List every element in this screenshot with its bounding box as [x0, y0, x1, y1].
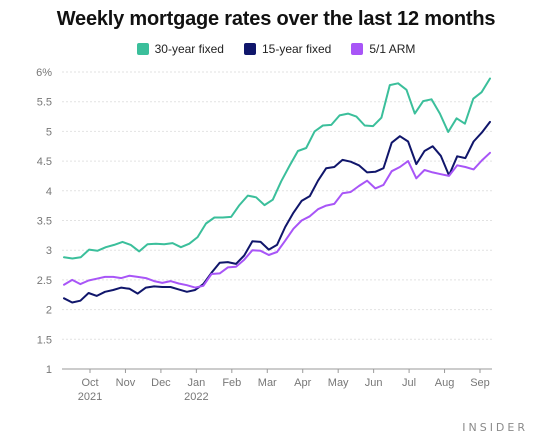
- x-tick-label: Feb: [222, 377, 241, 389]
- y-tick-label: 5.5: [37, 97, 52, 109]
- x-tick-label: Nov: [116, 377, 136, 389]
- legend-item-arm: 5/1 ARM: [351, 42, 415, 56]
- x-tick-year-label: 2022: [184, 391, 208, 403]
- x-tick-label: Jun: [365, 377, 383, 389]
- y-tick-label: 6%: [36, 67, 52, 79]
- x-tick-label: Jan: [187, 377, 205, 389]
- y-tick-label: 1: [46, 364, 52, 376]
- y-tick-label: 4.5: [37, 156, 52, 168]
- y-tick-label: 3.5: [37, 216, 52, 228]
- x-tick-label: Mar: [258, 377, 277, 389]
- y-tick-label: 5: [46, 126, 52, 138]
- x-axis: Oct 2021 Nov Dec Jan 2022 Feb Mar Apr May Jun Jul Au…: [78, 369, 490, 403]
- y-tick-label: 3: [46, 245, 52, 257]
- x-tick-label: May: [328, 377, 349, 389]
- x-tick-label: Sep: [470, 377, 490, 389]
- y-tick-label: 2.5: [37, 275, 52, 287]
- x-tick-label: Oct: [81, 377, 98, 389]
- y-axis: 1 1.5 2 2.5 3 3.5 4 4.5 5 5.5 6%: [36, 67, 52, 376]
- legend-swatch-30-year: [136, 43, 149, 55]
- gridlines: [62, 71, 492, 370]
- chart-title: Weekly mortgage rates over the last 12 m…: [56, 8, 496, 30]
- legend-label-arm: 5/1 ARM: [369, 42, 416, 56]
- legend-item-15-year: 15-year fixed: [243, 42, 332, 56]
- x-tick-label: Apr: [294, 377, 311, 389]
- series-line-30-year-fixed: [63, 77, 491, 260]
- y-tick-label: 1.5: [37, 334, 52, 346]
- chart-legend: 30-year fixed 15-year fixed 5/1 ARM: [0, 42, 552, 56]
- series-line-5-1-arm: [63, 151, 491, 289]
- brand-logo: INSIDER: [462, 421, 528, 434]
- x-tick-label: Aug: [435, 377, 455, 389]
- legend-swatch-15-year: [243, 43, 256, 55]
- y-tick-label: 4: [46, 186, 52, 198]
- x-tick-year-label: 2021: [78, 391, 102, 403]
- y-tick-label: 2: [46, 305, 52, 317]
- series-lines: [63, 77, 491, 304]
- series-line-15-year-fixed: [63, 120, 491, 304]
- legend-swatch-arm: [351, 43, 364, 55]
- legend-label-30-year: 30-year fixed: [154, 42, 224, 56]
- legend-item-30-year: 30-year fixed: [136, 42, 224, 56]
- legend-label-15-year: 15-year fixed: [261, 42, 332, 56]
- x-tick-label: Dec: [151, 377, 171, 389]
- x-tick-label: Jul: [402, 377, 416, 389]
